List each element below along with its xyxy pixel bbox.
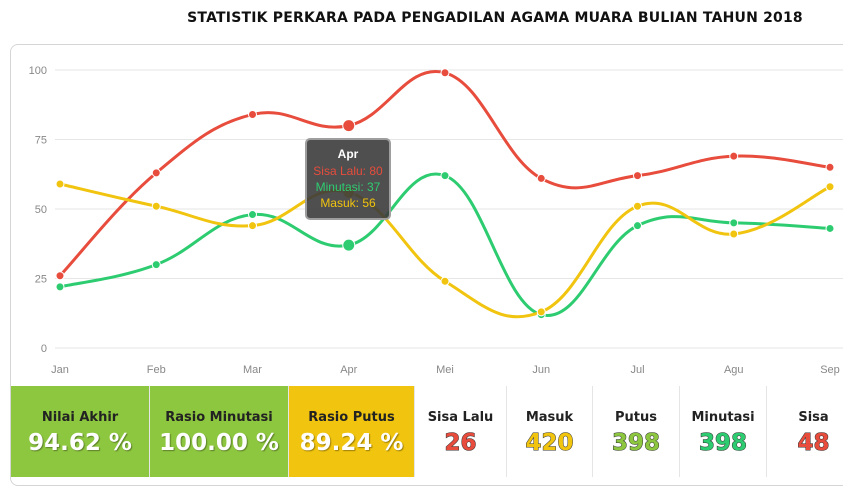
stat-rasio-minutasi: Rasio Minutasi 100.00 % xyxy=(150,386,289,477)
stat-value: 398 xyxy=(611,430,660,457)
y-tick-label: 0 xyxy=(41,343,47,355)
series-line-1 xyxy=(59,172,831,317)
data-point[interactable] xyxy=(151,260,161,270)
data-point[interactable] xyxy=(248,109,257,119)
stats-bar: Nilai Akhir 94.62 % Rasio Minutasi 100.0… xyxy=(11,386,843,477)
y-tick-label: 75 xyxy=(35,135,47,147)
x-tick-label: Jan xyxy=(51,364,69,376)
stat-label: Minutasi xyxy=(691,410,755,425)
stat-value: 100.00 % xyxy=(159,430,279,456)
x-tick-label: Mar xyxy=(243,364,262,376)
x-tick-label: Apr xyxy=(340,364,357,376)
data-point[interactable] xyxy=(151,201,161,211)
line-chart: 0 25 50 75 100 Jan Feb Mar Apr Mei Jun Jul Agu Sep xyxy=(29,65,843,376)
stat-putus: Putus 398 xyxy=(593,386,680,477)
stat-label: Masuk xyxy=(525,410,574,425)
stat-sisa-lalu: Sisa Lalu 26 xyxy=(415,386,507,477)
data-point[interactable] xyxy=(248,210,257,220)
data-point[interactable] xyxy=(536,173,546,183)
stat-value: 89.24 % xyxy=(299,430,404,456)
data-point[interactable] xyxy=(536,307,546,317)
data-point[interactable] xyxy=(440,171,450,181)
x-tick-label: Jun xyxy=(532,364,550,376)
data-point[interactable] xyxy=(825,162,835,172)
data-point[interactable] xyxy=(342,238,356,252)
data-point[interactable] xyxy=(633,221,642,231)
y-tick-label: 50 xyxy=(35,204,47,216)
stat-masuk: Masuk 420 xyxy=(507,386,593,477)
data-point[interactable] xyxy=(729,151,739,161)
data-point[interactable] xyxy=(248,221,257,231)
y-tick-label: 25 xyxy=(35,274,47,286)
data-point[interactable] xyxy=(55,179,65,189)
stat-nilai-akhir: Nilai Akhir 94.62 % xyxy=(11,386,150,477)
stat-label: Rasio Minutasi xyxy=(165,410,273,425)
data-point[interactable] xyxy=(55,271,65,281)
x-tick-label: Agu xyxy=(724,364,744,376)
stat-value: 398 xyxy=(698,430,747,457)
data-point[interactable] xyxy=(342,119,356,133)
chart-title: STATISTIK PERKARA PADA PENGADILAN AGAMA … xyxy=(187,10,803,26)
data-point[interactable] xyxy=(55,282,65,292)
data-point[interactable] xyxy=(825,223,835,233)
series-line-2 xyxy=(59,182,831,319)
stat-label: Sisa Lalu xyxy=(427,410,494,425)
data-point[interactable] xyxy=(729,229,739,239)
data-point[interactable] xyxy=(633,201,642,211)
tooltip-title: Apr xyxy=(337,147,359,161)
stat-sisa: Sisa 48 xyxy=(767,386,843,477)
chart-tooltip: Apr Sisa Lalu: 80 Minutasi: 37 Masuk: 56 xyxy=(305,138,391,220)
x-tick-label: Mei xyxy=(436,364,454,376)
tooltip-line-masuk: Masuk: 56 xyxy=(320,196,376,210)
data-point[interactable] xyxy=(633,171,642,181)
stat-rasio-putus: Rasio Putus 89.24 % xyxy=(289,386,415,477)
stat-label: Putus xyxy=(615,410,657,425)
data-point[interactable] xyxy=(440,276,450,286)
tooltip-line-minutasi: Minutasi: 37 xyxy=(315,180,381,194)
stat-value: 48 xyxy=(797,430,830,457)
y-tick-label: 100 xyxy=(29,65,47,77)
stat-label: Nilai Akhir xyxy=(41,410,119,425)
x-tick-label: Feb xyxy=(147,364,166,376)
x-tick-label: Sep xyxy=(820,364,840,376)
tooltip-line-sisa-lalu: Sisa Lalu: 80 xyxy=(313,164,383,178)
stat-label: Sisa xyxy=(798,410,829,425)
data-point[interactable] xyxy=(729,218,739,228)
data-point[interactable] xyxy=(151,168,161,178)
stat-value: 420 xyxy=(525,430,574,457)
stat-label: Rasio Putus xyxy=(308,410,395,425)
data-point[interactable] xyxy=(440,68,450,78)
stat-minutasi: Minutasi 398 xyxy=(680,386,767,477)
stat-value: 26 xyxy=(444,430,477,457)
data-point[interactable] xyxy=(825,182,835,192)
x-tick-label: Jul xyxy=(630,364,644,376)
stat-value: 94.62 % xyxy=(28,430,132,456)
